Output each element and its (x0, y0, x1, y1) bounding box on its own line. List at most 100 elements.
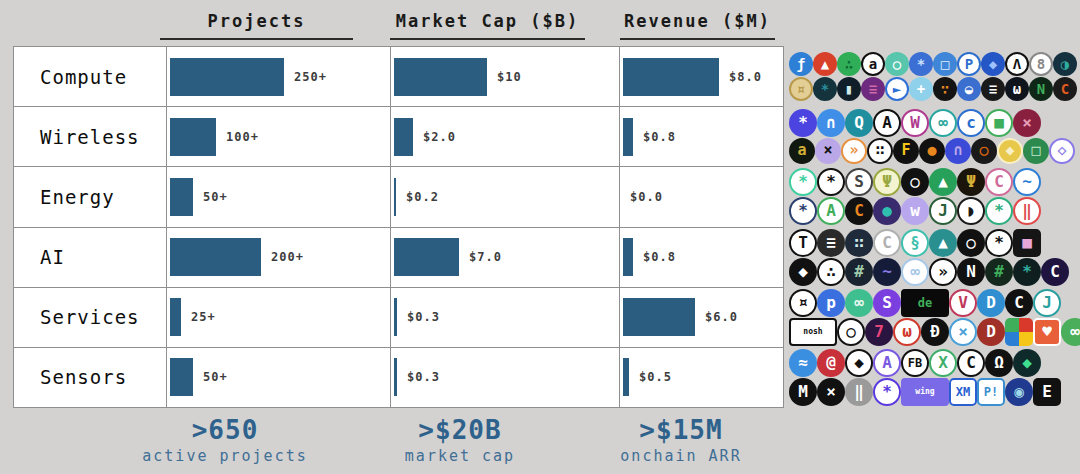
logo-line: *∩QAW∞c■× (789, 109, 1080, 137)
project-logo-icon: J (929, 197, 957, 225)
project-logo-icon: ○ (837, 318, 865, 346)
logo-grid-sensors: ≈@◆AFBXCΩ◆M×‖*wingXMP!◉E (789, 348, 1080, 408)
project-logo-icon: » (841, 138, 867, 164)
revenue-bar (623, 238, 633, 276)
market-cap-value: $10 (497, 70, 522, 84)
project-logo-icon: c (957, 109, 985, 137)
row-label: Services (14, 288, 167, 347)
project-logo-icon: C (957, 349, 985, 377)
market-cap-value: $0.2 (406, 190, 439, 204)
revenue-value: $0.8 (643, 130, 676, 144)
row-label: Compute (14, 47, 167, 106)
market-cap-value: $0.3 (407, 370, 440, 384)
row-label: AI (14, 228, 167, 287)
project-logo-icon: 8 (1029, 52, 1053, 76)
project-logo-icon: ◆ (997, 138, 1023, 164)
market-cap-value: $0.3 (407, 310, 440, 324)
projects-cell: 100+ (167, 107, 391, 166)
project-logo-icon: * (985, 197, 1013, 225)
project-logo-icon: ► (885, 77, 909, 101)
revenue-bar (623, 298, 695, 336)
row-label: Wireless (14, 107, 167, 166)
project-logo-icon: × (1013, 109, 1041, 137)
project-logo-icon: ◑ (1053, 52, 1077, 76)
project-logo-icon: A (873, 349, 901, 377)
project-logo-icon: * (909, 52, 933, 76)
market-cap-value: $2.0 (423, 130, 456, 144)
projects-value: 50+ (203, 190, 228, 204)
logo-line: T≡∷C§▲○*■ (789, 229, 1080, 257)
project-logo-icon: ◆ (789, 258, 817, 286)
project-logo-icon: F (893, 138, 919, 164)
market-cap-bar (394, 238, 459, 276)
project-logo-icon: ● (873, 197, 901, 225)
depin-sector-chart: Projects Market Cap ($B) Revenue ($M) Co… (0, 0, 1080, 474)
market-cap-bar (394, 178, 396, 216)
project-logo-icon: X (929, 349, 957, 377)
project-logo-icon: S (845, 168, 873, 196)
category-row-ai: AI200+ $7.0 $0.8 (14, 228, 783, 288)
project-logo-icon: * (789, 197, 817, 225)
project-logo-icon: ≡ (817, 229, 845, 257)
project-logo-icon: ≈ (789, 349, 817, 377)
project-logo-icon: ∷ (867, 138, 893, 164)
logo-line: ◆∴#~∞»N#*C (789, 258, 1080, 286)
column-header-projects: Projects (160, 11, 353, 40)
logo-line: **SΨ○▲ΨC~ (789, 168, 1080, 196)
project-logo-icon: ▲ (929, 229, 957, 257)
project-logo-icon: FB (901, 349, 929, 377)
project-logo-icon: XM (949, 378, 977, 406)
project-logo-icon: N (957, 258, 985, 286)
project-logo-icon: ◆ (981, 52, 1005, 76)
caption-onchain-arr: onchain ARR (531, 447, 831, 465)
project-logo-icon: ≡ (981, 77, 1005, 101)
project-logo-icon: C (1053, 77, 1077, 101)
project-logo-icon: A (817, 197, 845, 225)
project-logo-icon: Q (845, 109, 873, 137)
project-logo-icon: C (1041, 258, 1069, 286)
market-cap-cell: $0.3 (391, 288, 620, 347)
revenue-bar (623, 118, 633, 156)
project-logo-icon: C (1005, 289, 1033, 317)
revenue-cell: $6.0 (620, 288, 783, 347)
market-cap-value: $7.0 (469, 250, 502, 264)
project-logo-icon: ‖ (1013, 197, 1041, 225)
logo-line: nosh○7ωÐ×D♥∞ (789, 318, 1080, 346)
project-logo-icon: ∵ (933, 77, 957, 101)
revenue-value: $0.8 (643, 250, 676, 264)
project-logo-icon: ¤ (789, 77, 813, 101)
project-logo-icon: ◉ (1005, 378, 1033, 406)
project-logo-icon: * (985, 229, 1013, 257)
project-logo-icon: T (789, 229, 817, 257)
project-logo-icon: Ψ (957, 168, 985, 196)
market-cap-cell: $0.2 (391, 167, 620, 226)
project-logo-icon: * (1013, 258, 1041, 286)
project-logo-icon: D (977, 289, 1005, 317)
project-logo-icon: ∴ (837, 52, 861, 76)
project-logo-icon: × (817, 378, 845, 406)
project-logo-icon: ~ (1013, 168, 1041, 196)
logo-line: a×»∷F●∩○◆□◇ (789, 138, 1080, 164)
project-logo-icon: M (789, 378, 817, 406)
revenue-cell: $0.0 (620, 167, 783, 226)
project-logo-icon: □ (1023, 138, 1049, 164)
revenue-cell: $0.5 (620, 348, 783, 407)
projects-bar (170, 178, 193, 216)
project-logo-icon: + (909, 77, 933, 101)
project-logo-icon: ◒ (957, 77, 981, 101)
projects-cell: 200+ (167, 228, 391, 287)
project-logo-icon: ∞ (1061, 318, 1080, 346)
project-logo-icon: P (957, 52, 981, 76)
market-cap-cell: $7.0 (391, 228, 620, 287)
projects-cell: 25+ (167, 288, 391, 347)
logo-grid-energy: **SΨ○▲ΨC~*AC●wJ◗*‖ (789, 167, 1080, 227)
project-logo-icon: ∷ (845, 229, 873, 257)
project-logo-icon: p (817, 289, 845, 317)
category-row-services: Services25+ $0.3 $6.0 (14, 288, 783, 348)
project-logo-icon: ○ (901, 168, 929, 196)
project-logo-icon: Ω (985, 349, 1013, 377)
category-row-energy: Energy50+$0.2$0.0 (14, 167, 783, 227)
projects-value: 50+ (203, 370, 228, 384)
project-logo-icon: * (873, 378, 901, 406)
market-cap-bar (394, 58, 487, 96)
